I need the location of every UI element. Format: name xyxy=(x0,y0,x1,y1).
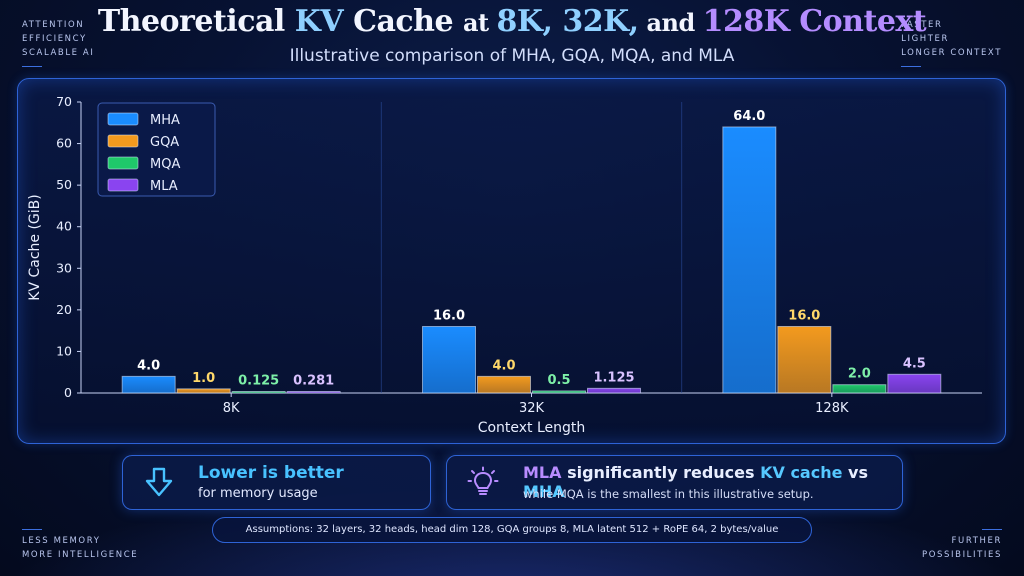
corner-tagline-bottom-right: FURTHER POSSIBILITIES xyxy=(922,529,1002,562)
data-label: 1.125 xyxy=(593,370,634,385)
bar-mla xyxy=(887,373,942,394)
data-label: 16.0 xyxy=(433,308,465,323)
corner-tagline-bottom-left: LESS MEMORY MORE INTELLIGENCE xyxy=(22,529,138,562)
bar-gqa xyxy=(176,388,231,394)
lightbulb-icon xyxy=(467,466,499,495)
data-label: 2.0 xyxy=(848,367,871,382)
data-label: 4.0 xyxy=(492,358,515,373)
lower-is-better-card: Lower is better for memory usage xyxy=(122,455,431,510)
data-label: 16.0 xyxy=(788,308,820,323)
data-label: 0.125 xyxy=(238,374,279,389)
bar-mqa xyxy=(231,391,286,394)
bar-gqa xyxy=(477,375,531,394)
legend-box xyxy=(97,102,216,197)
corner-tagline-top-left: ATTENTION EFFICIENCY SCALABLE AI xyxy=(22,18,94,67)
assumptions-note: Assumptions: 32 layers, 32 heads, head d… xyxy=(212,517,812,543)
data-label: 64.0 xyxy=(733,109,765,124)
card-heading: Lower is better xyxy=(198,463,344,483)
mla-insight-card: MLA significantly reduces KV cache vs MH… xyxy=(446,455,903,510)
bar-mqa xyxy=(532,390,586,394)
y-tick-label: 0 xyxy=(64,385,72,400)
bar-mqa xyxy=(832,384,887,394)
x-tick-label: 32K xyxy=(519,401,545,416)
data-label: 1.0 xyxy=(192,371,215,386)
bar-mla xyxy=(286,391,341,394)
y-tick-label: 30 xyxy=(56,260,72,275)
chart-panel: 0 10 20 30 40 50 60 70 8K 4.0 1.0 0.125 0.281 32K 16.0… xyxy=(17,78,1006,444)
legend-swatch-mla xyxy=(107,178,139,192)
legend-swatch-mqa xyxy=(107,156,139,170)
card-subtext: while MQA is the smallest in this illust… xyxy=(523,487,814,501)
page-subtitle: Illustrative comparison of MHA, GQA, MQA… xyxy=(289,46,735,66)
down-arrow-icon xyxy=(145,467,173,497)
bar-mha xyxy=(422,325,476,394)
bar-mha xyxy=(722,126,777,394)
card-subtext: for memory usage xyxy=(198,486,318,501)
bar-mha xyxy=(121,375,176,394)
legend-label-gqa: GQA xyxy=(150,135,179,150)
legend-label-mla: MLA xyxy=(150,179,178,194)
bar-mla xyxy=(587,387,641,394)
data-label: 0.5 xyxy=(547,373,570,388)
y-tick-label: 70 xyxy=(56,94,72,109)
bar-gqa xyxy=(777,325,832,394)
page-title: Theoretical KV Cache at 8K, 32K, and 128… xyxy=(97,4,927,39)
x-tick-label: 128K xyxy=(815,401,849,416)
data-label: 4.5 xyxy=(903,356,926,371)
legend-label-mqa: MQA xyxy=(150,157,180,172)
y-tick-label: 60 xyxy=(56,136,72,151)
x-tick-label: 8K xyxy=(223,401,240,416)
data-label: 4.0 xyxy=(137,358,160,373)
y-tick-label: 20 xyxy=(56,302,72,317)
legend-label-mha: MHA xyxy=(150,113,180,128)
y-tick-label: 40 xyxy=(56,219,72,234)
kv-cache-bar-chart: 0 10 20 30 40 50 60 70 8K 4.0 1.0 0.125 0.281 32K 16.0… xyxy=(27,94,982,436)
y-axis-title: KV Cache (GiB) xyxy=(27,194,43,300)
legend-swatch-mha xyxy=(107,112,139,126)
x-axis-title: Context Length xyxy=(478,420,586,436)
card-heading: MLA significantly reduces KV cache vs MH… xyxy=(523,463,868,501)
y-tick-label: 10 xyxy=(56,343,72,358)
legend-swatch-gqa xyxy=(107,134,139,148)
y-tick-label: 50 xyxy=(56,177,72,192)
data-label: 0.281 xyxy=(293,374,334,389)
corner-tagline-top-right: FASTER LIGHTER LONGER CONTEXT xyxy=(901,18,1002,67)
